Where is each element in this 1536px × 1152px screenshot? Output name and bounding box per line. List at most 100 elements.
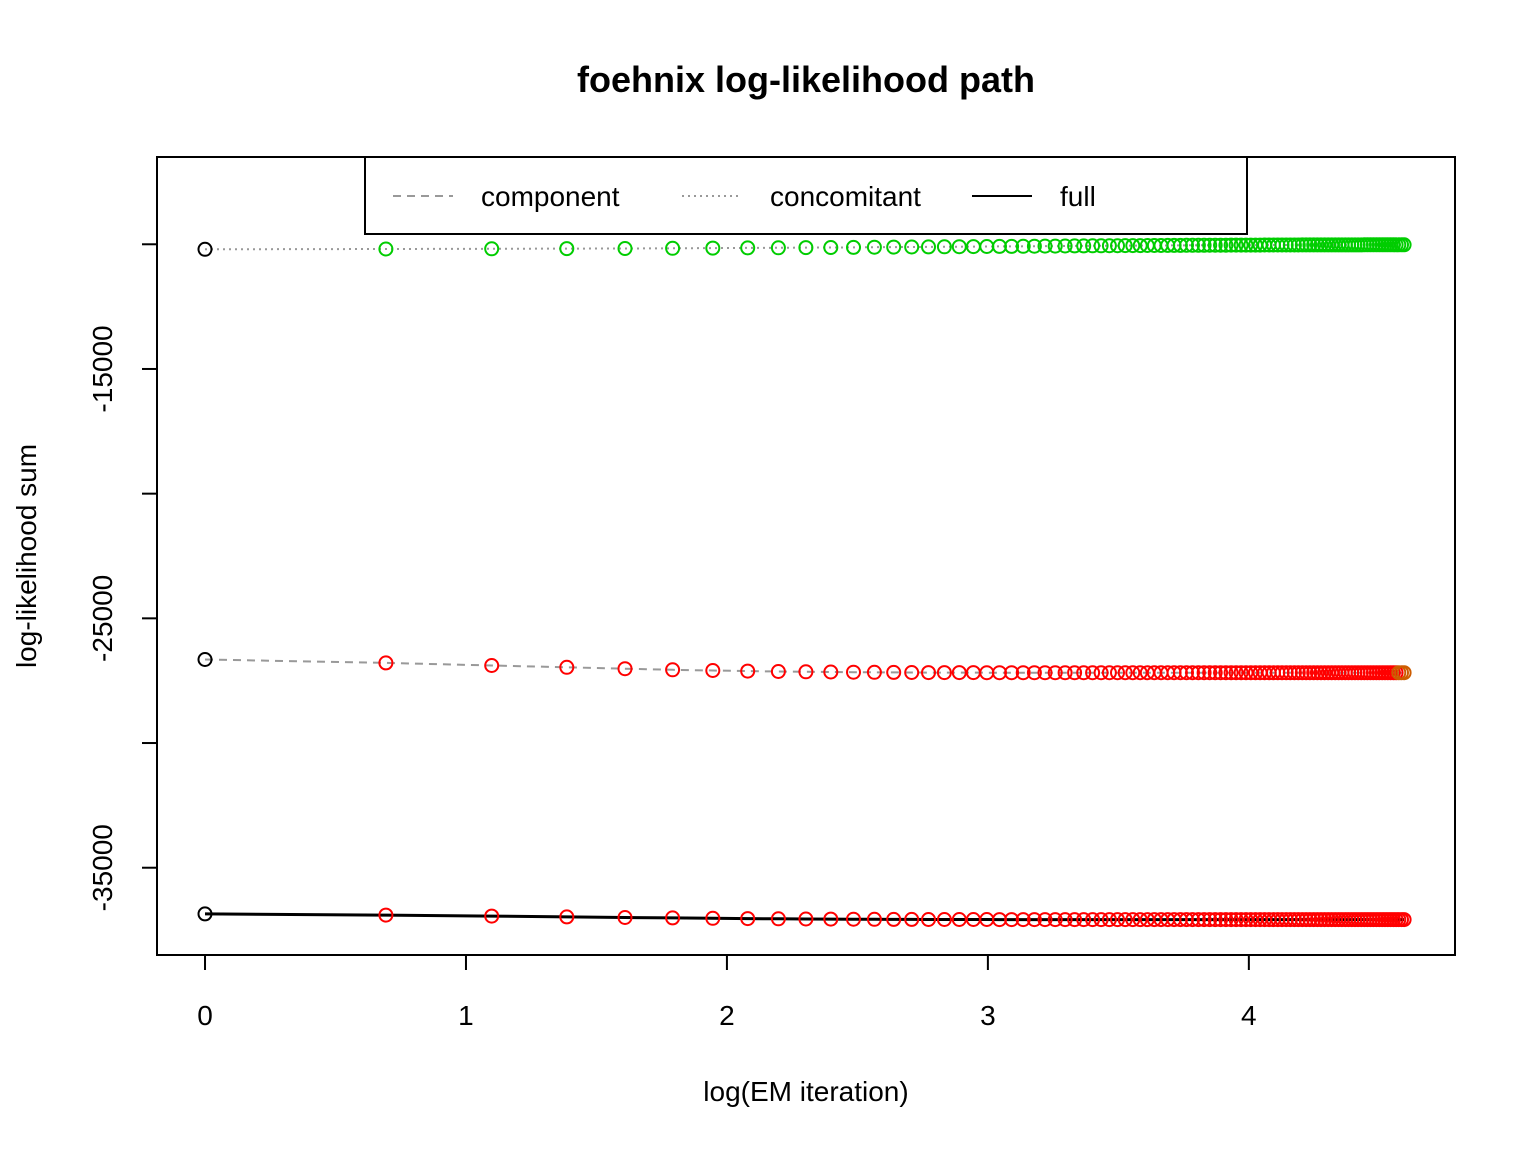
y-axis-label: log-likelihood sum [11,444,42,668]
data-point-full [1047,912,1063,928]
data-point-concomitant [951,239,967,255]
data-point-full [1294,912,1310,928]
data-point-component [1238,665,1254,681]
data-point-concomitant [740,240,756,256]
data-point-component [1085,665,1101,681]
data-point-concomitant [1067,238,1083,254]
data-point-component [770,664,786,679]
data-point-concomitant [1057,238,1073,254]
data-point-concomitant [1218,237,1234,253]
data-point-concomitant [617,241,633,256]
data-point-full [823,911,839,927]
data-point-concomitant [1233,237,1249,253]
data-point-full [1196,912,1212,928]
data-point-full [1085,912,1101,928]
data-point-full [1004,912,1020,928]
data-point-component [559,659,575,675]
legend-box [364,156,1248,235]
data-point-concomitant [1125,238,1141,254]
x-tick-label: 0 [197,1000,213,1031]
data-point-concomitant [1202,237,1218,253]
data-point-concomitant [1110,238,1125,254]
data-point-concomitant [1213,237,1229,253]
data-point-concomitant [798,240,814,256]
legend-label-concomitant: concomitant [770,181,921,212]
data-point-full [1132,912,1148,928]
data-point-component [1302,665,1318,681]
data-point-component [1015,665,1031,681]
data-point-full [1117,912,1133,928]
data-point-full [1185,912,1200,928]
data-point-component [921,665,936,681]
data-point-component [1196,665,1212,681]
data-point-full [1396,912,1412,928]
data-point-full [1101,912,1117,928]
y-tick-label: -15000 [87,325,118,412]
data-point-full [1125,912,1141,928]
data-point-concomitant [378,241,394,257]
data-point-component [1396,665,1412,681]
data-point-component [1213,665,1229,681]
data-point-full [1290,912,1306,928]
data-point-full [951,912,967,927]
data-point-full [1110,912,1125,928]
data-point-concomitant [823,240,839,255]
data-point-component [1294,665,1310,681]
data-point-full [904,911,920,927]
data-point-full [1218,912,1234,928]
data-point-concomitant [1026,238,1042,254]
data-point-full [617,910,633,925]
data-point-component [904,665,920,680]
data-point-component [197,652,213,667]
data-point-full [1298,912,1314,928]
data-point-component [740,663,756,679]
data-point-full [1238,912,1254,928]
data-point-component [1190,665,1206,681]
data-point-concomitant [1076,238,1092,254]
data-point-concomitant [1190,237,1206,253]
data-point-full [798,911,814,927]
data-point-full [1223,912,1239,928]
data-point-concomitant [1396,237,1412,253]
data-point-component [1202,665,1218,681]
data-point-component [798,664,814,680]
y-tick-label: -25000 [87,575,118,662]
data-point-component [1101,665,1117,681]
data-point-concomitant [1196,237,1212,253]
data-point-concomitant [1298,237,1314,253]
data-point-full [665,910,681,926]
data-point-concomitant [904,239,920,255]
data-point-full [559,909,575,925]
data-point-full [770,911,786,927]
data-point-component [1037,665,1053,681]
data-point-component [1067,665,1083,681]
data-point-full [484,908,500,924]
data-point-concomitant [1085,238,1101,254]
data-point-concomitant [705,240,721,256]
data-point-component [1179,665,1194,681]
data-point-full [1026,912,1042,928]
data-point-full [846,911,861,927]
data-point-component [1228,665,1244,681]
data-point-component [1290,665,1306,681]
data-point-concomitant [665,240,681,256]
data-point-full [886,911,902,927]
x-tick-label: 2 [719,1000,735,1031]
plot-frame [156,156,1456,956]
chart-title: foehnix log-likelihood path [577,59,1035,100]
data-point-concomitant [1228,237,1244,253]
data-point-full [1213,912,1229,928]
data-point-component [1076,665,1092,681]
data-point-concomitant [1207,237,1223,253]
data-point-full [1037,912,1053,928]
data-point-full [1076,912,1092,928]
data-point-component [1125,665,1141,681]
data-point-concomitant [1047,238,1063,254]
data-point-component [866,664,882,680]
y-tick-label: -35000 [87,824,118,911]
data-point-component [617,661,633,677]
data-point-full [1057,912,1073,928]
legend-label-component: component [481,181,620,212]
data-point-concomitant [1037,238,1053,254]
data-point-component [1286,665,1302,681]
